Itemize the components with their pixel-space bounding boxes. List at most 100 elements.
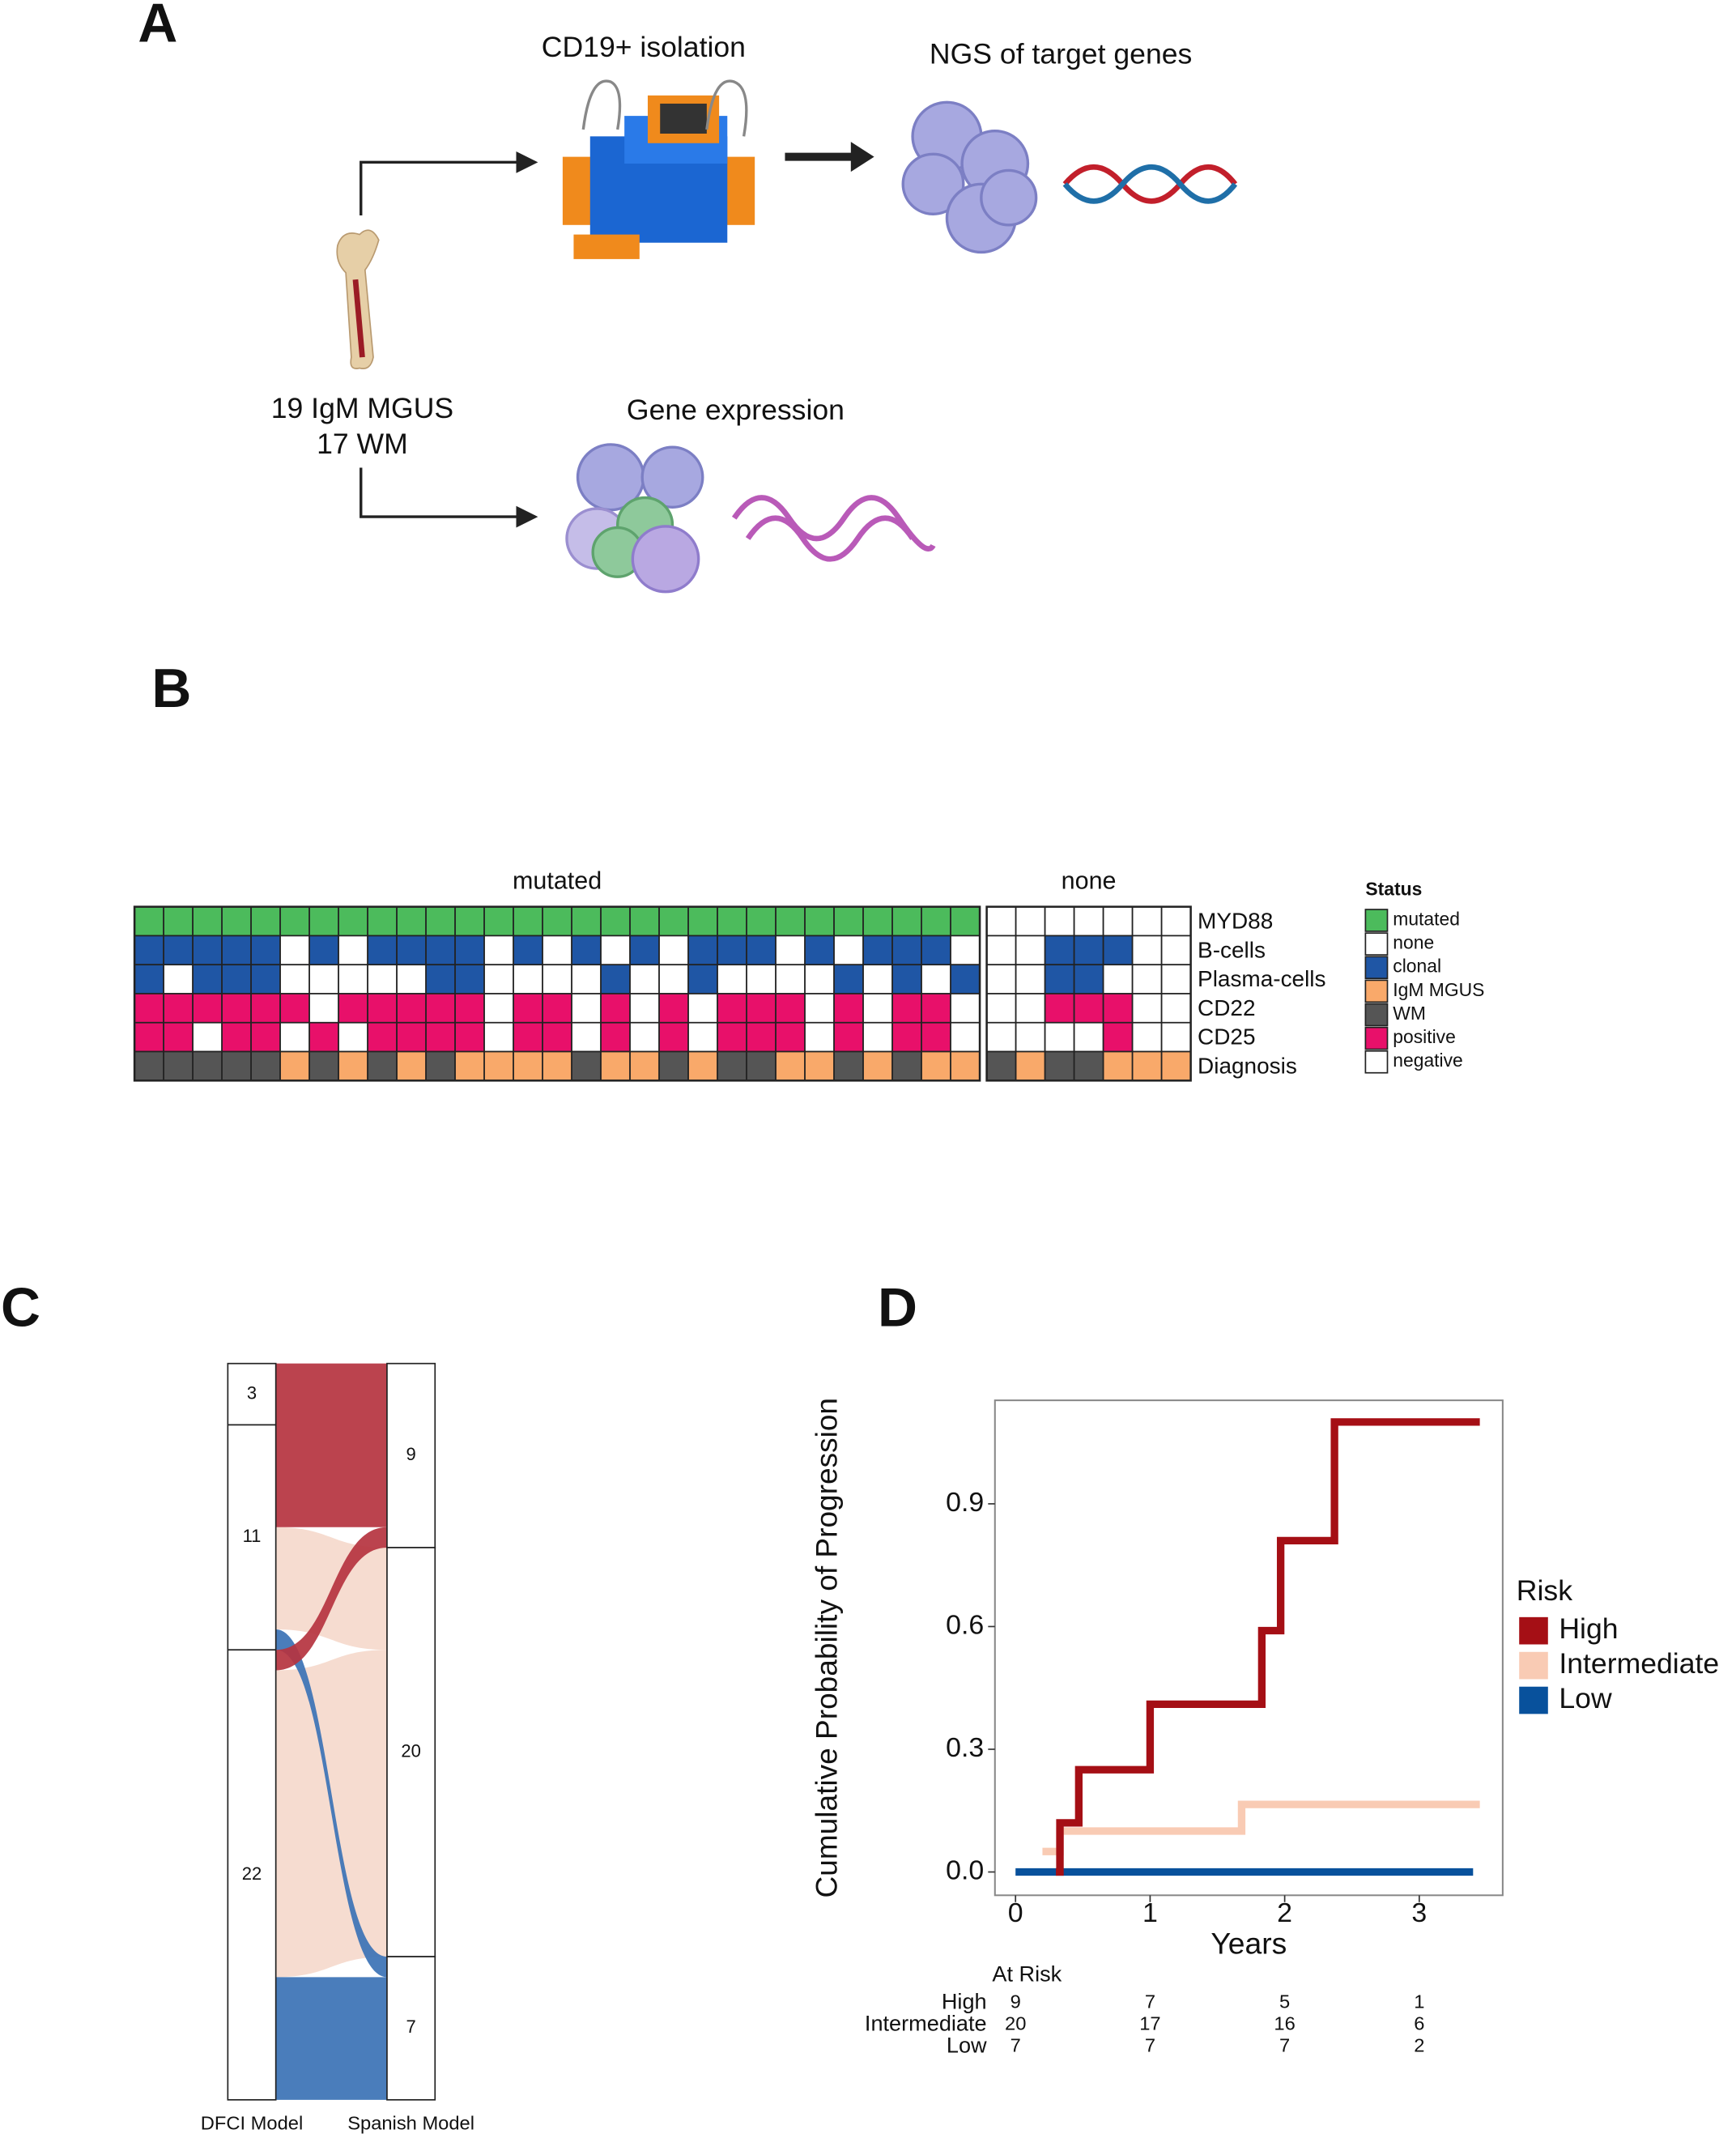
heatmap-cell xyxy=(891,905,922,937)
risk-value: 6 xyxy=(1414,2014,1424,2035)
heatmap-cell xyxy=(687,964,718,994)
heatmap-cell xyxy=(950,935,981,966)
heatmap-cell xyxy=(717,935,747,966)
stratum xyxy=(386,1547,436,1957)
heatmap-cell xyxy=(571,1021,602,1053)
heatmap-cell xyxy=(542,993,572,1024)
heatmap-cell xyxy=(513,964,543,994)
heatmap-cell xyxy=(746,1021,777,1053)
legend-label: IgM MGUS xyxy=(1393,979,1484,1000)
heatmap-cell xyxy=(483,1050,514,1082)
heatmap-cell xyxy=(891,1050,922,1082)
heatmap-cell xyxy=(1102,1050,1134,1082)
legend-swatch xyxy=(1364,1050,1389,1074)
stratum-label: 22 xyxy=(242,1863,262,1884)
legend-label: clonal xyxy=(1393,956,1441,977)
heatmap-cell xyxy=(338,905,368,937)
heatmap-cell xyxy=(833,993,864,1024)
heatmap-cell xyxy=(396,935,427,966)
heatmap-cell xyxy=(250,1050,281,1082)
arrow xyxy=(360,467,538,528)
step-label: Gene expression xyxy=(627,394,845,426)
legend-swatch xyxy=(1519,1616,1548,1645)
heatmap-cell xyxy=(396,993,427,1024)
legend-swatch xyxy=(1519,1651,1548,1680)
step-line xyxy=(1042,1800,1480,1855)
heatmap-cell xyxy=(1102,993,1134,1024)
heatmap-cell xyxy=(338,1021,368,1053)
row-label: MYD88 xyxy=(1198,909,1273,934)
heatmap-cell xyxy=(804,964,835,994)
risk-value: 7 xyxy=(1011,2035,1021,2056)
panel-b: mutated noneMYD88B-cellsPlasma-cellsCD22C… xyxy=(133,867,1484,1082)
heatmap-cell xyxy=(717,964,747,994)
heatmap-cell xyxy=(338,1050,368,1082)
legend-label: WM xyxy=(1393,1003,1426,1024)
panel-label: A xyxy=(138,0,177,53)
risk-value: 20 xyxy=(1005,2014,1026,2035)
heatmap-cell xyxy=(1102,964,1134,994)
cohort-label: 17 WM xyxy=(317,428,408,460)
heatmap-cell xyxy=(600,993,631,1024)
row-label: CD25 xyxy=(1198,1024,1255,1050)
heatmap-cell xyxy=(804,905,835,937)
heatmap-cell xyxy=(804,1021,835,1053)
heatmap-cell xyxy=(629,1021,660,1053)
heatmap-cell xyxy=(687,935,718,966)
heatmap-cell xyxy=(192,1050,223,1082)
legend-label: negative xyxy=(1393,1050,1462,1071)
heatmap-cell xyxy=(1044,935,1075,966)
heatmap-cell xyxy=(338,935,368,966)
heatmap-cell xyxy=(600,1050,631,1082)
heatmap-cell xyxy=(746,935,777,966)
heatmap-cell xyxy=(921,1021,951,1053)
heatmap-cell xyxy=(746,993,777,1024)
legend-swatch xyxy=(1519,1686,1548,1714)
stratum-label: 11 xyxy=(243,1526,262,1546)
heatmap-cell xyxy=(921,905,951,937)
heatmap-cell xyxy=(279,964,310,994)
risk-value: 7 xyxy=(1145,2035,1155,2056)
axis-label: Spanish Model xyxy=(347,2113,474,2134)
panel-d: 0.0 0.3 0.6 0.9 0 1 2 3 Years Cumulative Probabil… xyxy=(809,1398,1719,2057)
heatmap-cell xyxy=(396,1050,427,1082)
heatmap-cell xyxy=(950,993,981,1024)
heatmap-cell xyxy=(862,964,893,994)
heatmap-cell xyxy=(163,935,194,966)
heatmap-cell xyxy=(483,964,514,994)
legend-label: positive xyxy=(1393,1026,1456,1047)
group-border xyxy=(133,905,981,1082)
heatmap-cell xyxy=(1131,1050,1163,1082)
heatmap-cell xyxy=(250,964,281,994)
heatmap-cell xyxy=(1160,1021,1192,1053)
heatmap-cell xyxy=(717,1021,747,1053)
heatmap-cell xyxy=(134,905,164,937)
heatmap-cell xyxy=(658,964,689,994)
heatmap-cell xyxy=(1131,1021,1163,1053)
heatmap-cell xyxy=(163,1021,194,1053)
heatmap-cell xyxy=(1102,935,1134,966)
heatmap-cell xyxy=(985,1050,1017,1082)
heatmap-cell xyxy=(775,1050,806,1082)
heatmap-cell xyxy=(629,993,660,1024)
heatmap-cell xyxy=(279,1021,310,1053)
isolation-machine-icon xyxy=(562,79,755,259)
heatmap-cell xyxy=(367,993,398,1024)
heatmap-cell xyxy=(804,993,835,1024)
legend-swatch xyxy=(1364,956,1389,980)
heatmap-cell xyxy=(163,993,194,1024)
panel-label: B xyxy=(151,658,191,719)
heatmap-cell xyxy=(192,1021,223,1053)
heatmap-cell xyxy=(134,1050,164,1082)
heatmap-cell xyxy=(250,1021,281,1053)
heatmap-cell xyxy=(600,964,631,994)
risk-value: 2 xyxy=(1414,2035,1424,2056)
cells-icon xyxy=(901,100,1038,254)
heatmap-cell xyxy=(483,935,514,966)
heatmap-cell xyxy=(833,964,864,994)
heatmap-cell xyxy=(367,1021,398,1053)
legend-title: Status xyxy=(1365,879,1422,900)
heatmap-cell xyxy=(717,905,747,937)
heatmap-cell xyxy=(542,905,572,937)
